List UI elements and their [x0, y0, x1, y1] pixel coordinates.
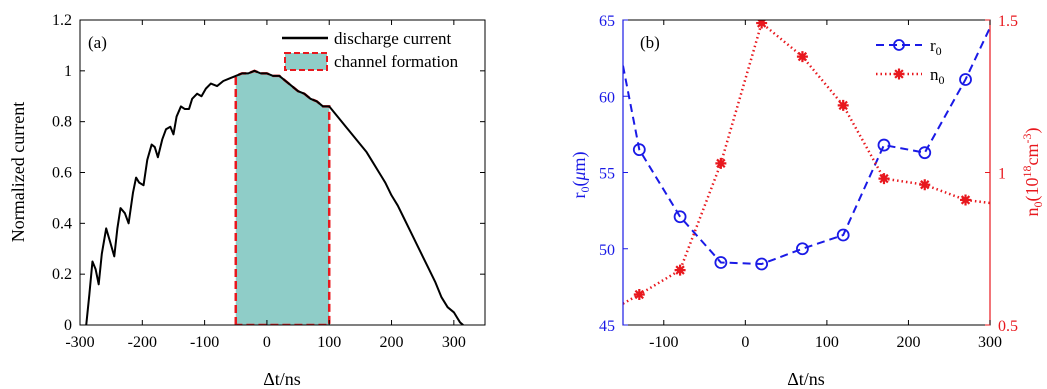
panel-a-x-tick-label: 300 [442, 334, 466, 351]
n0-point [674, 264, 686, 276]
panel-b-left-y-tick-label: 50 [599, 242, 615, 259]
panel-a-y-tick-label: 0.8 [52, 114, 72, 131]
legend-label-discharge-current: discharge current [334, 29, 451, 48]
n0-point [633, 289, 645, 300]
r0-point [918, 146, 932, 160]
discharge-current-line [85, 69, 464, 325]
r0-point [959, 73, 972, 86]
panel-b-right-y-tick-label: 1 [998, 166, 1006, 183]
r0-point [836, 228, 850, 242]
panel-a-x-tick-label: 100 [317, 334, 341, 351]
panel-a: -300 -200 -100 0 100 200 30000.20.40.60.811.2 … [8, 12, 486, 389]
panel-b-x-tick-label: 300 [978, 334, 1002, 351]
legend-label-r0: r0 [930, 36, 942, 58]
panel-a-legend: discharge current channel formation [282, 29, 459, 71]
panel-b-left-y-axis-label: r0(μm) [569, 151, 592, 198]
panel-b-label: (b) [640, 33, 660, 52]
r0-point [796, 242, 809, 256]
panel-a-y-tick-label: 0.4 [52, 215, 72, 232]
n0-point [919, 179, 931, 191]
panel-b-left-y-tick-label: 65 [599, 13, 615, 30]
panel-a-y-tick-label: 0 [64, 317, 72, 334]
legend-swatch-channel-formation [284, 52, 328, 71]
panel-a-x-tick-label: 0 [263, 334, 271, 351]
panel-b-right-y-tick-label: 1.5 [998, 13, 1018, 30]
panel-a-x-tick-label: 200 [380, 334, 404, 351]
panel-b-x-tick-label: 100 [815, 334, 839, 351]
n0-point [837, 99, 849, 111]
legend-label-channel-formation: channel formation [334, 52, 459, 71]
panel-b-left-y-tick-label: 60 [599, 89, 615, 106]
r0-line [623, 27, 990, 266]
panel-a-y-tick-label: 0.2 [52, 266, 72, 283]
panel-b-legend: r0 n0 [876, 36, 945, 87]
r0-point [714, 256, 728, 269]
panel-b-x-axis-label: Δt/ns [787, 369, 825, 389]
panel-b-left-y-tick-label: 45 [599, 318, 615, 335]
panel-a-y-tick-label: 0.6 [52, 165, 72, 182]
panel-b-x-tick-label: 200 [896, 334, 920, 351]
panel-b-x-tick-label: -100 [649, 334, 678, 351]
n0-point [878, 173, 890, 185]
n0-point [960, 194, 972, 206]
panel-a-x-axis-label: Δt/ns [263, 369, 301, 389]
panel-b-right-y-axis-label: n0(1018cm-3) [1020, 128, 1045, 217]
channel-formation-region [235, 70, 330, 325]
n0-point [796, 51, 808, 63]
panel-a-y-tick-label: 1.2 [52, 12, 72, 29]
r0-point [877, 138, 891, 152]
r0-point [673, 210, 687, 224]
panel-a-x-tick-label: -200 [128, 334, 157, 351]
legend-label-n0: n0 [930, 65, 945, 87]
r0-point [632, 143, 646, 157]
r0-point [755, 257, 769, 271]
panel-a-y-axis-label: Normalized current [8, 102, 28, 242]
panel-a-x-tick-label: -100 [190, 334, 219, 351]
legend-marker-r0 [893, 39, 905, 51]
panel-a-x-tick-label: -300 [65, 334, 94, 351]
panel-a-label: (a) [88, 33, 107, 52]
panel-b: -100 0 100 200 300 45 50 55 60 65 0.5 1 1.5 (b) Δt/n… [569, 13, 1045, 389]
legend-marker-n0 [893, 68, 905, 80]
panel-b-left-y-tick-label: 55 [599, 166, 615, 183]
panel-b-right-y-tick-label: 0.5 [998, 318, 1018, 335]
n0-point [715, 157, 727, 169]
n0-point [756, 20, 768, 29]
panel-b-x-tick-label: 0 [741, 334, 749, 351]
panel-a-y-tick-label: 1 [64, 63, 72, 80]
